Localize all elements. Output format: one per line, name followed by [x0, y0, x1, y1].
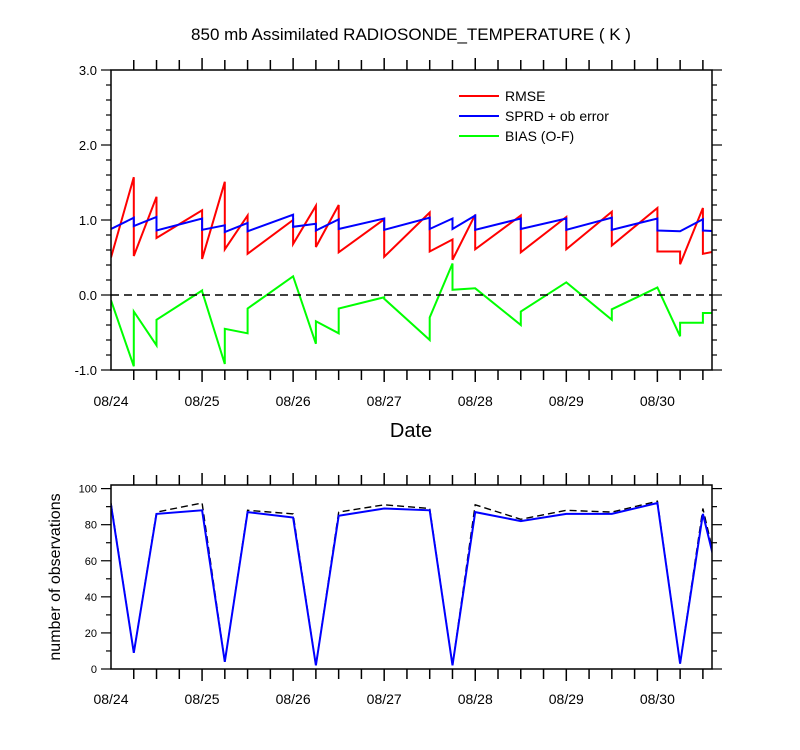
series-line-rmse — [111, 176, 712, 265]
x-tick-label: 08/26 — [276, 393, 311, 409]
legend: RMSE SPRD + ob error BIAS (O-F) — [459, 88, 609, 144]
x-tick-label: 08/29 — [549, 393, 584, 409]
series-line-bias-o-f — [111, 263, 712, 367]
x-tick-label: 08/27 — [367, 393, 402, 409]
top-series-group — [111, 176, 712, 367]
bottom-y-tick-labels: 0 20 40 60 80 100 — [79, 484, 97, 676]
x-tick-label: 08/24 — [93, 691, 128, 707]
bottom-y-axis-title: number of observations — [47, 493, 64, 660]
top-y-tick-labels: -1.0 0.0 1.0 2.0 3.0 — [75, 63, 97, 378]
x-tick-label: 08/25 — [185, 393, 220, 409]
bottom-plot-frame — [110, 484, 713, 670]
x-axis-title: Date — [390, 420, 432, 442]
y-tick-label: -1.0 — [75, 363, 97, 378]
x-tick-label: 08/28 — [458, 393, 493, 409]
x-tick-label: 08/30 — [640, 691, 675, 707]
x-tick-label: 08/28 — [458, 691, 493, 707]
y-tick-label: 40 — [85, 592, 97, 604]
x-tick-label: 08/29 — [549, 691, 584, 707]
y-tick-label: 60 — [85, 556, 97, 568]
x-tick-label: 08/26 — [276, 691, 311, 707]
top-tick-group — [101, 58, 722, 382]
legend-label: RMSE — [505, 88, 545, 104]
y-tick-label: 20 — [85, 628, 97, 640]
series-line-sprd-ob-error — [111, 213, 712, 234]
y-tick-label: 0.0 — [79, 288, 97, 303]
y-tick-label: 2.0 — [79, 138, 97, 153]
y-tick-label: 100 — [79, 484, 97, 496]
y-tick-label: 1.0 — [79, 213, 97, 228]
series-line-obs-used — [111, 501, 712, 666]
y-tick-label: 80 — [85, 520, 97, 532]
y-tick-label: 3.0 — [79, 63, 97, 78]
bottom-series-group — [111, 500, 712, 666]
x-tick-label: 08/24 — [93, 393, 128, 409]
x-tick-label: 08/25 — [185, 691, 220, 707]
bottom-tick-group — [101, 473, 722, 681]
chart-title: 850 mb Assimilated RADIOSONDE_TEMPERATUR… — [191, 25, 631, 44]
x-tick-label: 08/27 — [367, 691, 402, 707]
bottom-x-tick-labels: 08/24 08/25 08/26 08/27 08/28 08/29 08/30 — [93, 691, 675, 707]
top-x-tick-labels: 08/24 08/25 08/26 08/27 08/28 08/29 08/30 — [93, 393, 675, 409]
y-tick-label: 0 — [91, 664, 97, 676]
legend-label: SPRD + ob error — [505, 108, 609, 124]
x-tick-label: 08/30 — [640, 393, 675, 409]
legend-label: BIAS (O-F) — [505, 128, 574, 144]
top-panel: -1.00.01.02.03.0 08/24 08/25 08/26 08/27 08/… — [75, 58, 722, 442]
